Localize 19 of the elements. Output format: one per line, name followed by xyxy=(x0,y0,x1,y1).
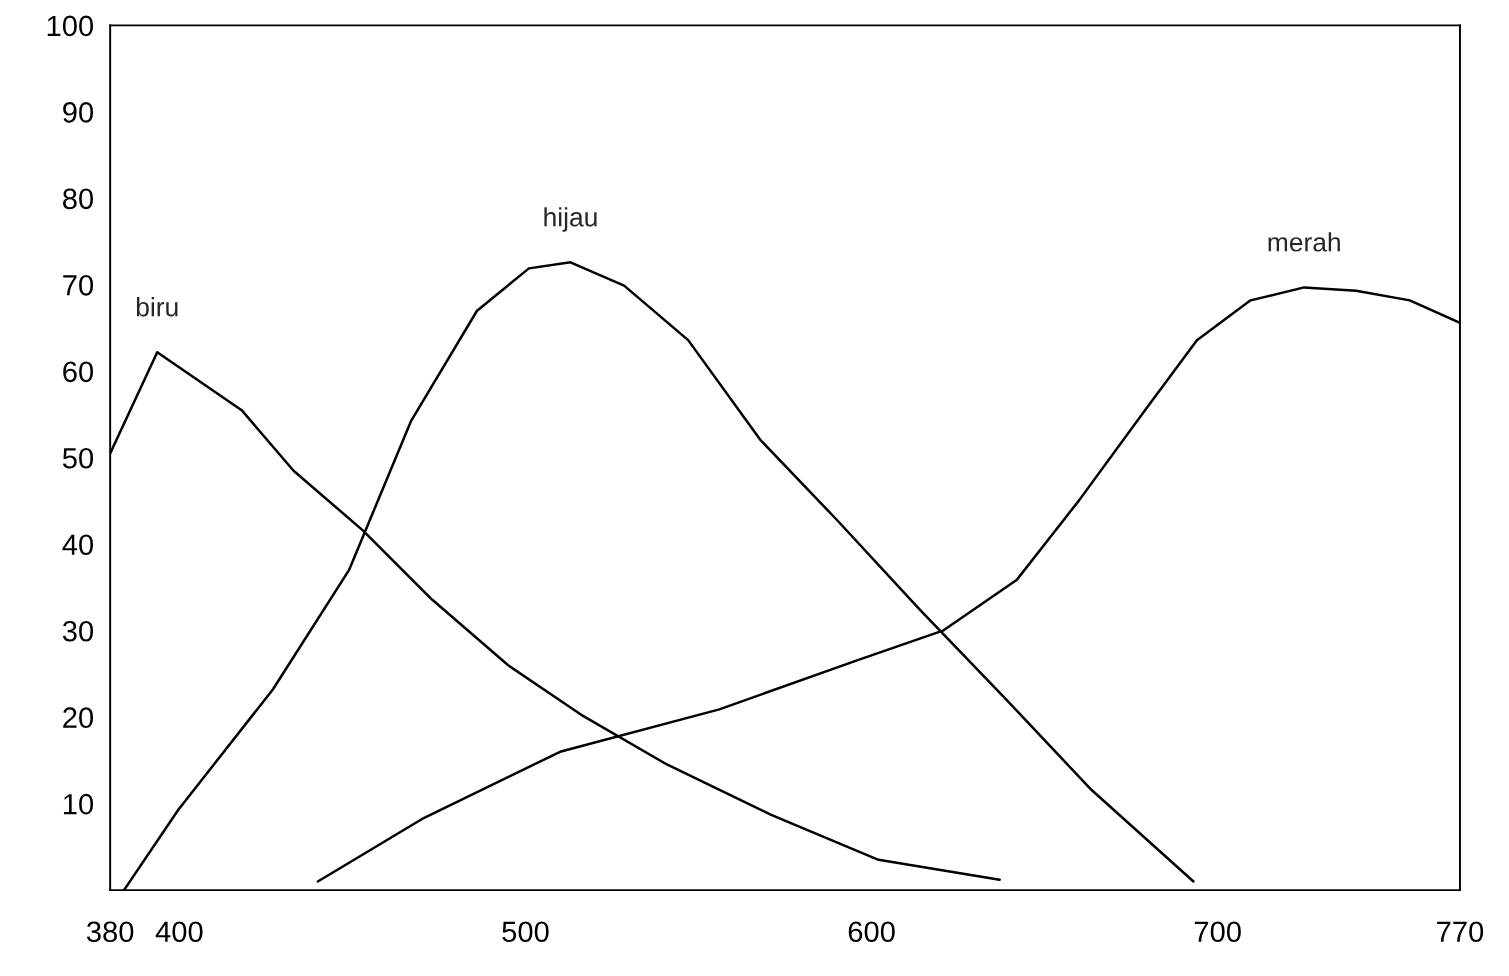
x-tick-label: 600 xyxy=(848,921,895,943)
y-tick-label: 100 xyxy=(47,15,94,37)
x-tick-label: 500 xyxy=(502,921,549,943)
y-tick-label: 90 xyxy=(63,102,94,123)
y-tick-label: 20 xyxy=(63,707,94,729)
x-tick-label: 700 xyxy=(1194,921,1241,943)
x-tick-label: 770 xyxy=(1437,921,1484,943)
series-label: merah xyxy=(1268,232,1340,252)
x-tick-label: 380 xyxy=(86,921,134,943)
x-tick-label: 400 xyxy=(155,921,203,943)
series-label: hijau xyxy=(544,207,597,232)
y-tick-label: 70 xyxy=(63,275,94,296)
y-tick-label: 40 xyxy=(62,534,94,556)
series-label: biru xyxy=(136,297,178,317)
y-tick-label: 80 xyxy=(63,188,94,210)
y-tick-label: 30 xyxy=(62,620,94,642)
y-tick-label: 50 xyxy=(62,447,94,469)
y-tick-label: 10 xyxy=(63,793,94,815)
y-tick-label: 60 xyxy=(63,361,94,383)
